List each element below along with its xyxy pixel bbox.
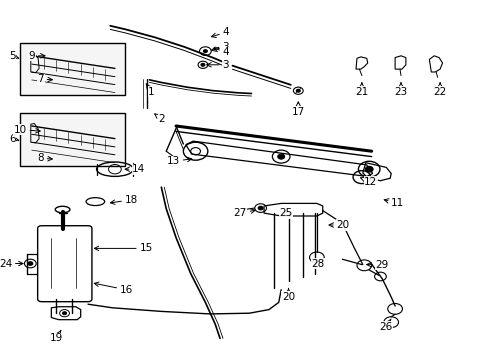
- Bar: [20, 43, 124, 95]
- Text: 4: 4: [213, 47, 229, 57]
- Circle shape: [258, 206, 263, 210]
- Text: 25: 25: [279, 208, 292, 218]
- Text: 17: 17: [291, 102, 305, 117]
- Text: 6: 6: [9, 134, 19, 144]
- Text: 20: 20: [328, 220, 349, 230]
- Text: 7: 7: [37, 74, 52, 84]
- Circle shape: [28, 262, 33, 265]
- Text: 13: 13: [166, 156, 191, 166]
- FancyBboxPatch shape: [38, 226, 92, 302]
- Circle shape: [365, 166, 372, 172]
- Text: 20: 20: [282, 289, 294, 302]
- Text: 21: 21: [354, 83, 368, 97]
- Circle shape: [296, 89, 300, 92]
- Text: 22: 22: [432, 83, 446, 97]
- Text: 29: 29: [366, 260, 388, 270]
- Text: 24: 24: [0, 258, 23, 269]
- Circle shape: [201, 63, 204, 66]
- Text: 27: 27: [233, 208, 255, 218]
- Text: 15: 15: [94, 243, 152, 253]
- Text: 23: 23: [393, 83, 407, 97]
- Text: 5: 5: [9, 51, 19, 61]
- Text: 11: 11: [384, 198, 404, 208]
- Text: 19: 19: [49, 330, 63, 343]
- Text: 16: 16: [94, 282, 133, 295]
- Text: 1: 1: [146, 84, 155, 97]
- Text: 14: 14: [125, 164, 145, 174]
- Text: 9: 9: [28, 51, 45, 61]
- Circle shape: [62, 312, 66, 315]
- Text: 12: 12: [360, 177, 377, 187]
- Text: 10: 10: [14, 125, 40, 135]
- Text: 26: 26: [379, 319, 392, 332]
- Text: 8: 8: [37, 153, 52, 163]
- Text: 3: 3: [211, 42, 229, 52]
- Circle shape: [277, 154, 284, 159]
- Text: 4: 4: [211, 27, 229, 37]
- Circle shape: [203, 50, 207, 53]
- Text: 3: 3: [206, 60, 229, 70]
- Text: 18: 18: [110, 195, 138, 205]
- Text: 2: 2: [154, 114, 164, 124]
- Bar: [20, 113, 124, 166]
- Text: 28: 28: [310, 258, 324, 269]
